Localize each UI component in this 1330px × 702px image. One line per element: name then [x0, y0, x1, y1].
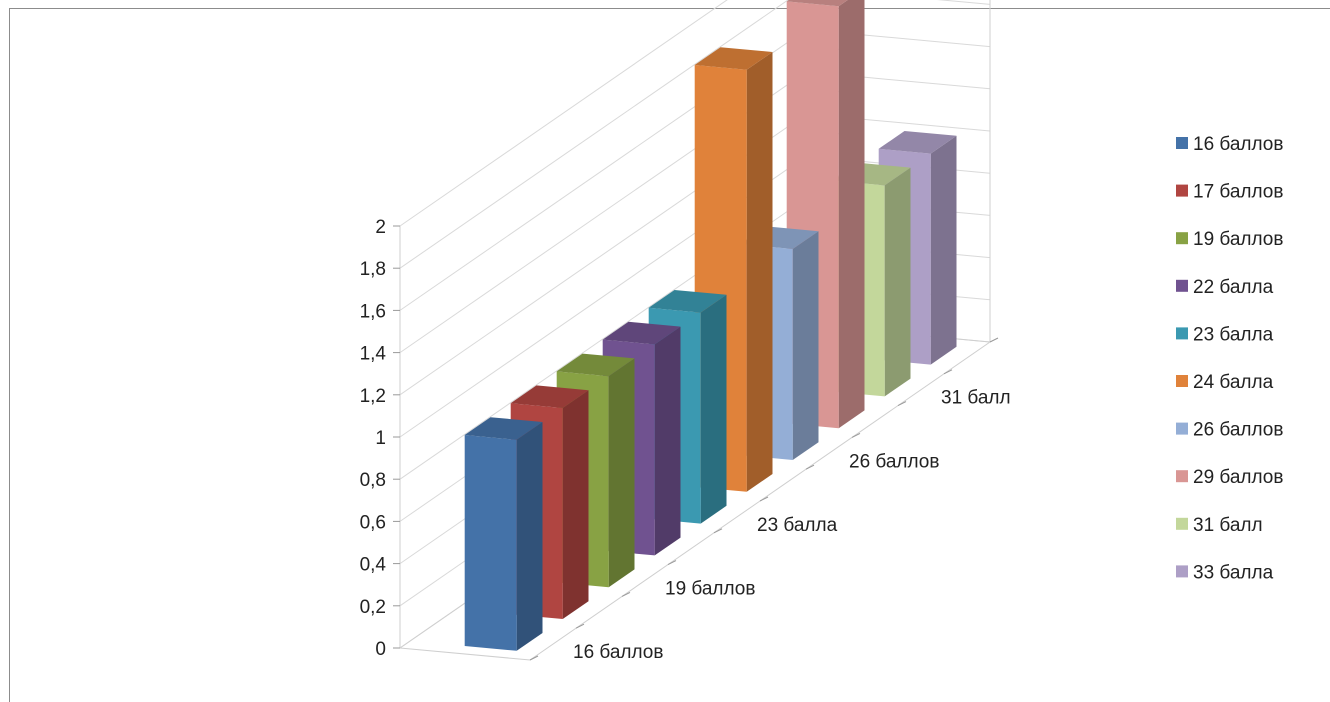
bar-side — [746, 52, 773, 492]
bar-side — [700, 294, 727, 524]
depth-tick-mark — [713, 528, 723, 534]
legend-swatch — [1176, 137, 1188, 149]
bar-side — [608, 358, 635, 588]
legend-item: 22 балла — [1176, 277, 1274, 298]
bar-top — [510, 385, 589, 408]
depth-label: 19 баллов — [665, 579, 755, 600]
legend: 16 баллов 17 баллов 19 баллов 22 балла 23 ба… — [1176, 134, 1283, 583]
legend-swatch — [1176, 565, 1188, 578]
legend-swatch — [1176, 375, 1188, 387]
depth-tick-mark — [897, 401, 907, 407]
bar-side — [562, 390, 589, 619]
legend-swatch — [1176, 422, 1188, 435]
depth-axis: 16 баллов 19 баллов 23 балла 26 баллов 31 ба… — [529, 337, 1011, 663]
legend-item: 16 баллов — [1176, 134, 1283, 155]
bars — [464, 0, 957, 651]
y-tick-label: 0 — [375, 639, 386, 660]
legend-label: 23 балла — [1193, 324, 1274, 345]
legend-item: 17 баллов — [1176, 182, 1283, 203]
legend-swatch — [1176, 184, 1188, 197]
legend-label: 19 баллов — [1193, 229, 1283, 250]
bar-top — [786, 0, 848, 7]
legend-label: 31 балл — [1193, 515, 1263, 536]
bar-side — [654, 326, 681, 556]
y-tick-label: 2 — [375, 217, 386, 238]
legend-label: 33 балла — [1193, 562, 1274, 583]
bar-top — [648, 290, 727, 313]
legend-item: 33 балла — [1176, 562, 1274, 583]
bar-top — [602, 321, 681, 345]
legend-label: 29 баллов — [1193, 467, 1283, 488]
y-tick-label: 0,4 — [360, 555, 387, 576]
bar-side — [792, 231, 819, 460]
depth-tick-mark — [805, 464, 815, 470]
bar-top — [464, 417, 543, 440]
y-tick-label: 0,6 — [360, 512, 386, 533]
depth-tick-mark — [667, 560, 677, 566]
legend-item: 23 балла — [1176, 324, 1274, 345]
y-tick-label: 1,4 — [360, 344, 387, 365]
y-tick-label: 0,8 — [360, 470, 386, 491]
legend-item: 29 баллов — [1176, 467, 1283, 488]
bar-side — [516, 422, 543, 651]
legend-swatch — [1176, 327, 1188, 340]
legend-label: 22 балла — [1193, 277, 1274, 298]
depth-tick-mark — [851, 432, 861, 438]
bar-side — [930, 135, 957, 365]
bar-front — [464, 435, 517, 651]
depth-tick-mark — [989, 337, 999, 343]
legend-swatch — [1176, 470, 1188, 483]
bar-top — [878, 131, 957, 154]
gridline — [399, 0, 789, 269]
depth-label: 26 баллов — [849, 451, 939, 472]
depth-tick-mark — [529, 655, 539, 661]
y-tick-label: 1,2 — [360, 386, 386, 407]
gridline — [399, 0, 991, 311]
legend-swatch — [1176, 232, 1188, 245]
depth-tick-mark — [575, 623, 585, 629]
legend-item: 19 баллов — [1176, 229, 1283, 250]
y-tick-label: 0,2 — [360, 597, 386, 618]
bar-side — [884, 167, 911, 397]
legend-swatch — [1176, 279, 1188, 292]
legend-item: 31 балл — [1176, 515, 1263, 536]
bar-side — [838, 0, 865, 429]
legend-label: 16 баллов — [1193, 134, 1283, 155]
depth-tick-mark — [759, 496, 769, 502]
legend-swatch — [1176, 517, 1188, 530]
bar-top — [694, 47, 773, 70]
depth-label: 23 балла — [757, 515, 838, 536]
depth-tick-mark — [621, 591, 631, 597]
y-axis: 0 0,2 0,4 0,6 0,8 1 1,2 1,4 1,6 1,8 2 — [360, 217, 400, 660]
y-tick-label: 1,6 — [360, 301, 386, 322]
bar — [464, 417, 543, 651]
depth-label: 31 балл — [941, 388, 1011, 409]
y-tick-label: 1,8 — [360, 259, 386, 280]
chart-frame — [9, 8, 1330, 702]
legend-label: 26 баллов — [1193, 420, 1283, 441]
depth-label: 16 баллов — [573, 642, 663, 663]
bar-top — [556, 353, 635, 377]
depth-tick-mark — [943, 369, 953, 375]
gridline — [399, 0, 728, 227]
legend-label: 24 балла — [1193, 372, 1274, 393]
legend-label: 17 баллов — [1193, 182, 1283, 203]
legend-item: 26 баллов — [1176, 420, 1283, 441]
y-tick-label: 1 — [375, 428, 386, 449]
legend-item: 24 балла — [1176, 372, 1274, 393]
